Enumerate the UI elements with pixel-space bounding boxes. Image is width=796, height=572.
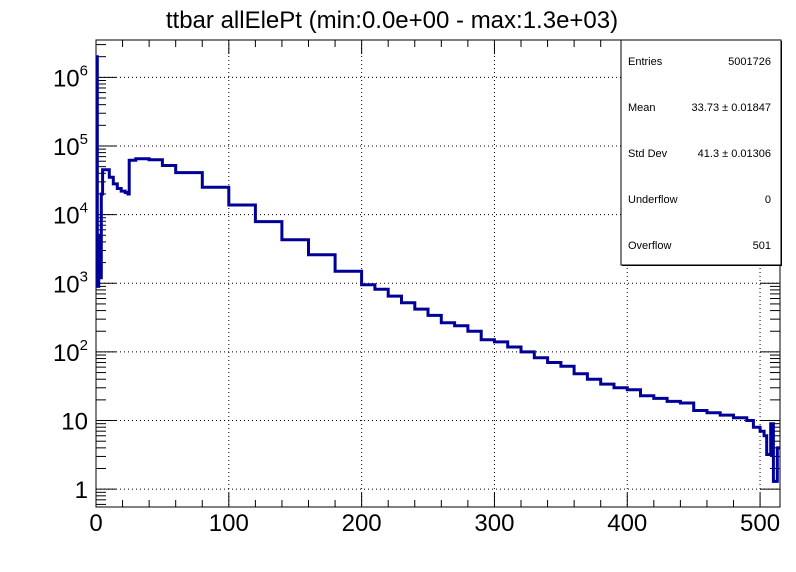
y-tick-label: 1 bbox=[75, 477, 88, 504]
y-tick-label: 105 bbox=[53, 131, 88, 161]
stats-value: 33.73 ± 0.01847 bbox=[692, 102, 771, 114]
x-tick-label: 0 bbox=[89, 510, 102, 537]
y-tick-exponent: 2 bbox=[80, 337, 88, 354]
stats-value: 501 bbox=[753, 240, 771, 252]
y-tick-base: 10 bbox=[53, 65, 80, 92]
y-tick-label: 10 bbox=[61, 409, 88, 436]
y-tick-label: 102 bbox=[53, 337, 88, 367]
stats-label: Overflow bbox=[628, 240, 671, 252]
y-tick-label: 106 bbox=[53, 62, 88, 92]
x-tick-label: 100 bbox=[209, 510, 249, 537]
series-line bbox=[95, 55, 780, 483]
stats-value: 0 bbox=[765, 194, 771, 206]
y-tick-exponent: 3 bbox=[80, 268, 88, 285]
chart-title: ttbar allElePt (min:0.0e+00 - max:1.3e+0… bbox=[166, 7, 618, 34]
stats-label: Std Dev bbox=[628, 148, 668, 160]
stats-label: Underflow bbox=[628, 194, 678, 206]
y-tick-base: 10 bbox=[53, 203, 80, 230]
y-tick-exponent: 5 bbox=[80, 131, 88, 148]
y-tick-base: 10 bbox=[61, 409, 88, 436]
y-tick-base: 10 bbox=[53, 271, 80, 298]
y-tick-base: 10 bbox=[53, 340, 80, 367]
x-tick-label: 300 bbox=[474, 510, 514, 537]
x-tick-label: 500 bbox=[740, 510, 780, 537]
y-tick-base: 1 bbox=[75, 477, 88, 504]
stats-label: Mean bbox=[628, 102, 656, 114]
y-tick-exponent: 6 bbox=[80, 62, 88, 79]
x-tick-label: 200 bbox=[342, 510, 382, 537]
stats-value: 41.3 ± 0.01306 bbox=[698, 148, 771, 160]
stats-box-frame bbox=[620, 39, 782, 266]
stats-value: 5001726 bbox=[728, 56, 771, 68]
y-tick-exponent: 4 bbox=[80, 200, 88, 217]
y-tick-base: 10 bbox=[53, 134, 80, 161]
y-tick-label: 103 bbox=[53, 268, 88, 298]
stats-box: Entries 5001726 Mean 33.73 ± 0.01847 Std Dev… bbox=[620, 39, 782, 266]
x-axis-labels: 0 100 200 300 400 500 bbox=[89, 510, 780, 537]
y-tick-label: 104 bbox=[53, 200, 88, 230]
stats-label: Entries bbox=[628, 56, 663, 68]
x-tick-label: 400 bbox=[607, 510, 647, 537]
